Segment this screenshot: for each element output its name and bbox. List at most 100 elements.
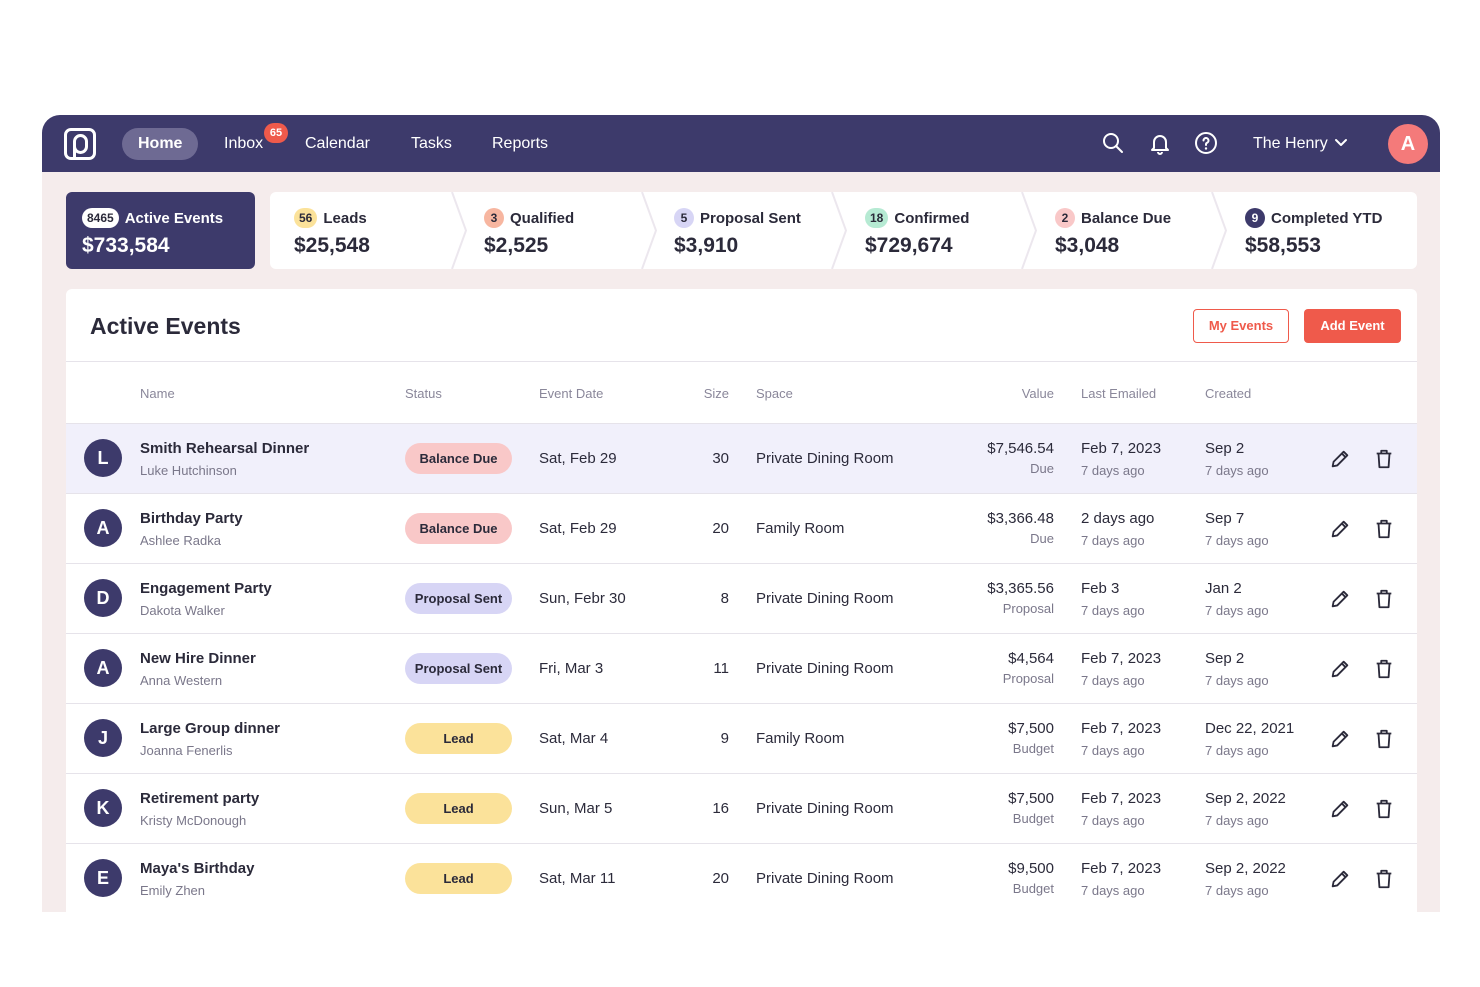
search-icon[interactable]	[1101, 131, 1125, 155]
event-name[interactable]: Engagement Party	[140, 580, 272, 597]
table-row[interactable]: A Birthday Party Ashlee Radka Balance Du…	[66, 493, 1417, 563]
nav-reports[interactable]: Reports	[492, 135, 549, 152]
stage-count-badge: 18	[865, 208, 889, 228]
contact-name: Ashlee Radka	[140, 533, 221, 548]
last-emailed: Feb 7, 2023	[1081, 720, 1162, 737]
status-badge: Balance Due	[405, 513, 512, 544]
pencil-icon[interactable]	[1329, 588, 1351, 610]
col-header-status[interactable]: Status	[405, 386, 442, 401]
stage-separator	[1211, 192, 1227, 269]
last-emailed-ago: 7 days ago	[1081, 743, 1145, 758]
nav-tasks[interactable]: Tasks	[411, 135, 452, 152]
stage-leads[interactable]: 56 Leads $25,548	[294, 208, 370, 258]
col-header-name[interactable]: Name	[140, 386, 175, 401]
nav-calendar[interactable]: Calendar	[305, 135, 370, 152]
created-date: Sep 2	[1205, 440, 1245, 457]
status-badge: Lead	[405, 793, 512, 824]
trash-icon[interactable]	[1373, 658, 1395, 680]
event-value-note: Due	[1030, 461, 1054, 476]
pencil-icon[interactable]	[1329, 518, 1351, 540]
stage-qualified[interactable]: 3 Qualified $2,525	[484, 208, 574, 258]
trash-icon[interactable]	[1373, 798, 1395, 820]
pencil-icon[interactable]	[1329, 658, 1351, 680]
trash-icon[interactable]	[1373, 728, 1395, 750]
active-events-panel: Active Events My Events Add Event Name S…	[66, 289, 1417, 912]
page-title: Active Events	[90, 313, 241, 339]
col-header-size[interactable]: Size	[703, 386, 729, 401]
pencil-icon[interactable]	[1329, 448, 1351, 470]
event-value-note: Proposal	[1002, 601, 1054, 616]
pencil-icon[interactable]	[1329, 868, 1351, 890]
event-date: Sun, Febr 30	[539, 590, 626, 607]
bell-icon[interactable]	[1148, 131, 1172, 155]
active-label: Active Events	[124, 209, 224, 227]
table-row[interactable]: L Smith Rehearsal Dinner Luke Hutchinson…	[66, 423, 1417, 493]
trash-icon[interactable]	[1373, 448, 1395, 470]
stage-separator	[1021, 192, 1037, 269]
stage-proposal-sent[interactable]: 5 Proposal Sent $3,910	[674, 208, 801, 258]
table-row[interactable]: E Maya's Birthday Emily Zhen Lead Sat, M…	[66, 843, 1417, 912]
stage-completed-ytd[interactable]: 9 Completed YTD $58,553	[1245, 208, 1382, 258]
table-row[interactable]: D Engagement Party Dakota Walker Proposa…	[66, 563, 1417, 633]
nav-home[interactable]: Home	[122, 128, 199, 160]
stage-balance-due[interactable]: 2 Balance Due $3,048	[1055, 208, 1171, 258]
stage-amount: $25,548	[294, 234, 370, 257]
status-badge: Lead	[405, 863, 512, 894]
contact-name: Anna Western	[140, 673, 223, 688]
last-emailed-ago: 7 days ago	[1081, 533, 1145, 548]
event-name[interactable]: Maya's Birthday	[140, 860, 255, 877]
last-emailed-ago: 7 days ago	[1081, 463, 1145, 478]
table-row[interactable]: A New Hire Dinner Anna Western Proposal …	[66, 633, 1417, 703]
status-badge: Proposal Sent	[405, 583, 512, 614]
event-value-note: Budget	[1012, 881, 1054, 896]
trash-icon[interactable]	[1373, 588, 1395, 610]
event-value: $4,564	[1008, 650, 1054, 667]
stage-confirmed[interactable]: 18 Confirmed $729,674	[865, 208, 969, 258]
event-value: $3,365.56	[987, 580, 1054, 597]
status-badge: Balance Due	[405, 443, 512, 474]
table-row[interactable]: K Retirement party Kristy McDonough Lead…	[66, 773, 1417, 843]
chevron-down-icon[interactable]	[1334, 136, 1348, 150]
add-event-button[interactable]: Add Event	[1304, 309, 1401, 343]
event-name[interactable]: New Hire Dinner	[140, 650, 256, 667]
stage-separator	[451, 192, 467, 269]
event-space: Private Dining Room	[756, 590, 894, 607]
last-emailed: Feb 7, 2023	[1081, 650, 1162, 667]
event-size: 8	[720, 590, 729, 607]
stage-label: Proposal Sent	[700, 209, 801, 227]
col-header-value[interactable]: Value	[1021, 386, 1054, 401]
stage-count-badge: 9	[1245, 208, 1265, 228]
event-size: 11	[713, 660, 729, 677]
event-value: $9,500	[1008, 860, 1054, 877]
trash-icon[interactable]	[1373, 518, 1395, 540]
venue-selector[interactable]: The Henry	[1253, 135, 1328, 152]
pencil-icon[interactable]	[1329, 728, 1351, 750]
event-value-note: Proposal	[1002, 671, 1054, 686]
col-header-space[interactable]: Space	[756, 386, 793, 401]
event-value: $7,546.54	[987, 440, 1054, 457]
app-logo[interactable]	[64, 128, 96, 160]
event-name[interactable]: Smith Rehearsal Dinner	[140, 440, 310, 457]
trash-icon[interactable]	[1373, 868, 1395, 890]
divider	[66, 361, 1417, 362]
event-name[interactable]: Birthday Party	[140, 510, 243, 527]
user-avatar[interactable]: A	[1388, 124, 1428, 164]
help-icon[interactable]	[1194, 131, 1218, 155]
event-space: Private Dining Room	[756, 450, 894, 467]
stage-label: Completed YTD	[1271, 209, 1383, 227]
event-date: Sat, Feb 29	[539, 450, 617, 467]
created-ago: 7 days ago	[1205, 883, 1269, 898]
event-size: 20	[712, 870, 729, 887]
event-name[interactable]: Retirement party	[140, 790, 260, 807]
event-name[interactable]: Large Group dinner	[140, 720, 281, 737]
avatar: A	[84, 649, 122, 687]
nav-inbox[interactable]: Inbox	[224, 135, 264, 152]
pipeline-active-events[interactable]: 8465 Active Events $733,584	[66, 192, 255, 269]
created-ago: 7 days ago	[1205, 463, 1269, 478]
col-header-last-emailed[interactable]: Last Emailed	[1081, 386, 1157, 401]
table-row[interactable]: J Large Group dinner Joanna Fenerlis Lea…	[66, 703, 1417, 773]
col-header-created[interactable]: Created	[1205, 386, 1252, 401]
pencil-icon[interactable]	[1329, 798, 1351, 820]
my-events-button[interactable]: My Events	[1193, 309, 1289, 343]
col-header-event-date[interactable]: Event Date	[539, 386, 604, 401]
